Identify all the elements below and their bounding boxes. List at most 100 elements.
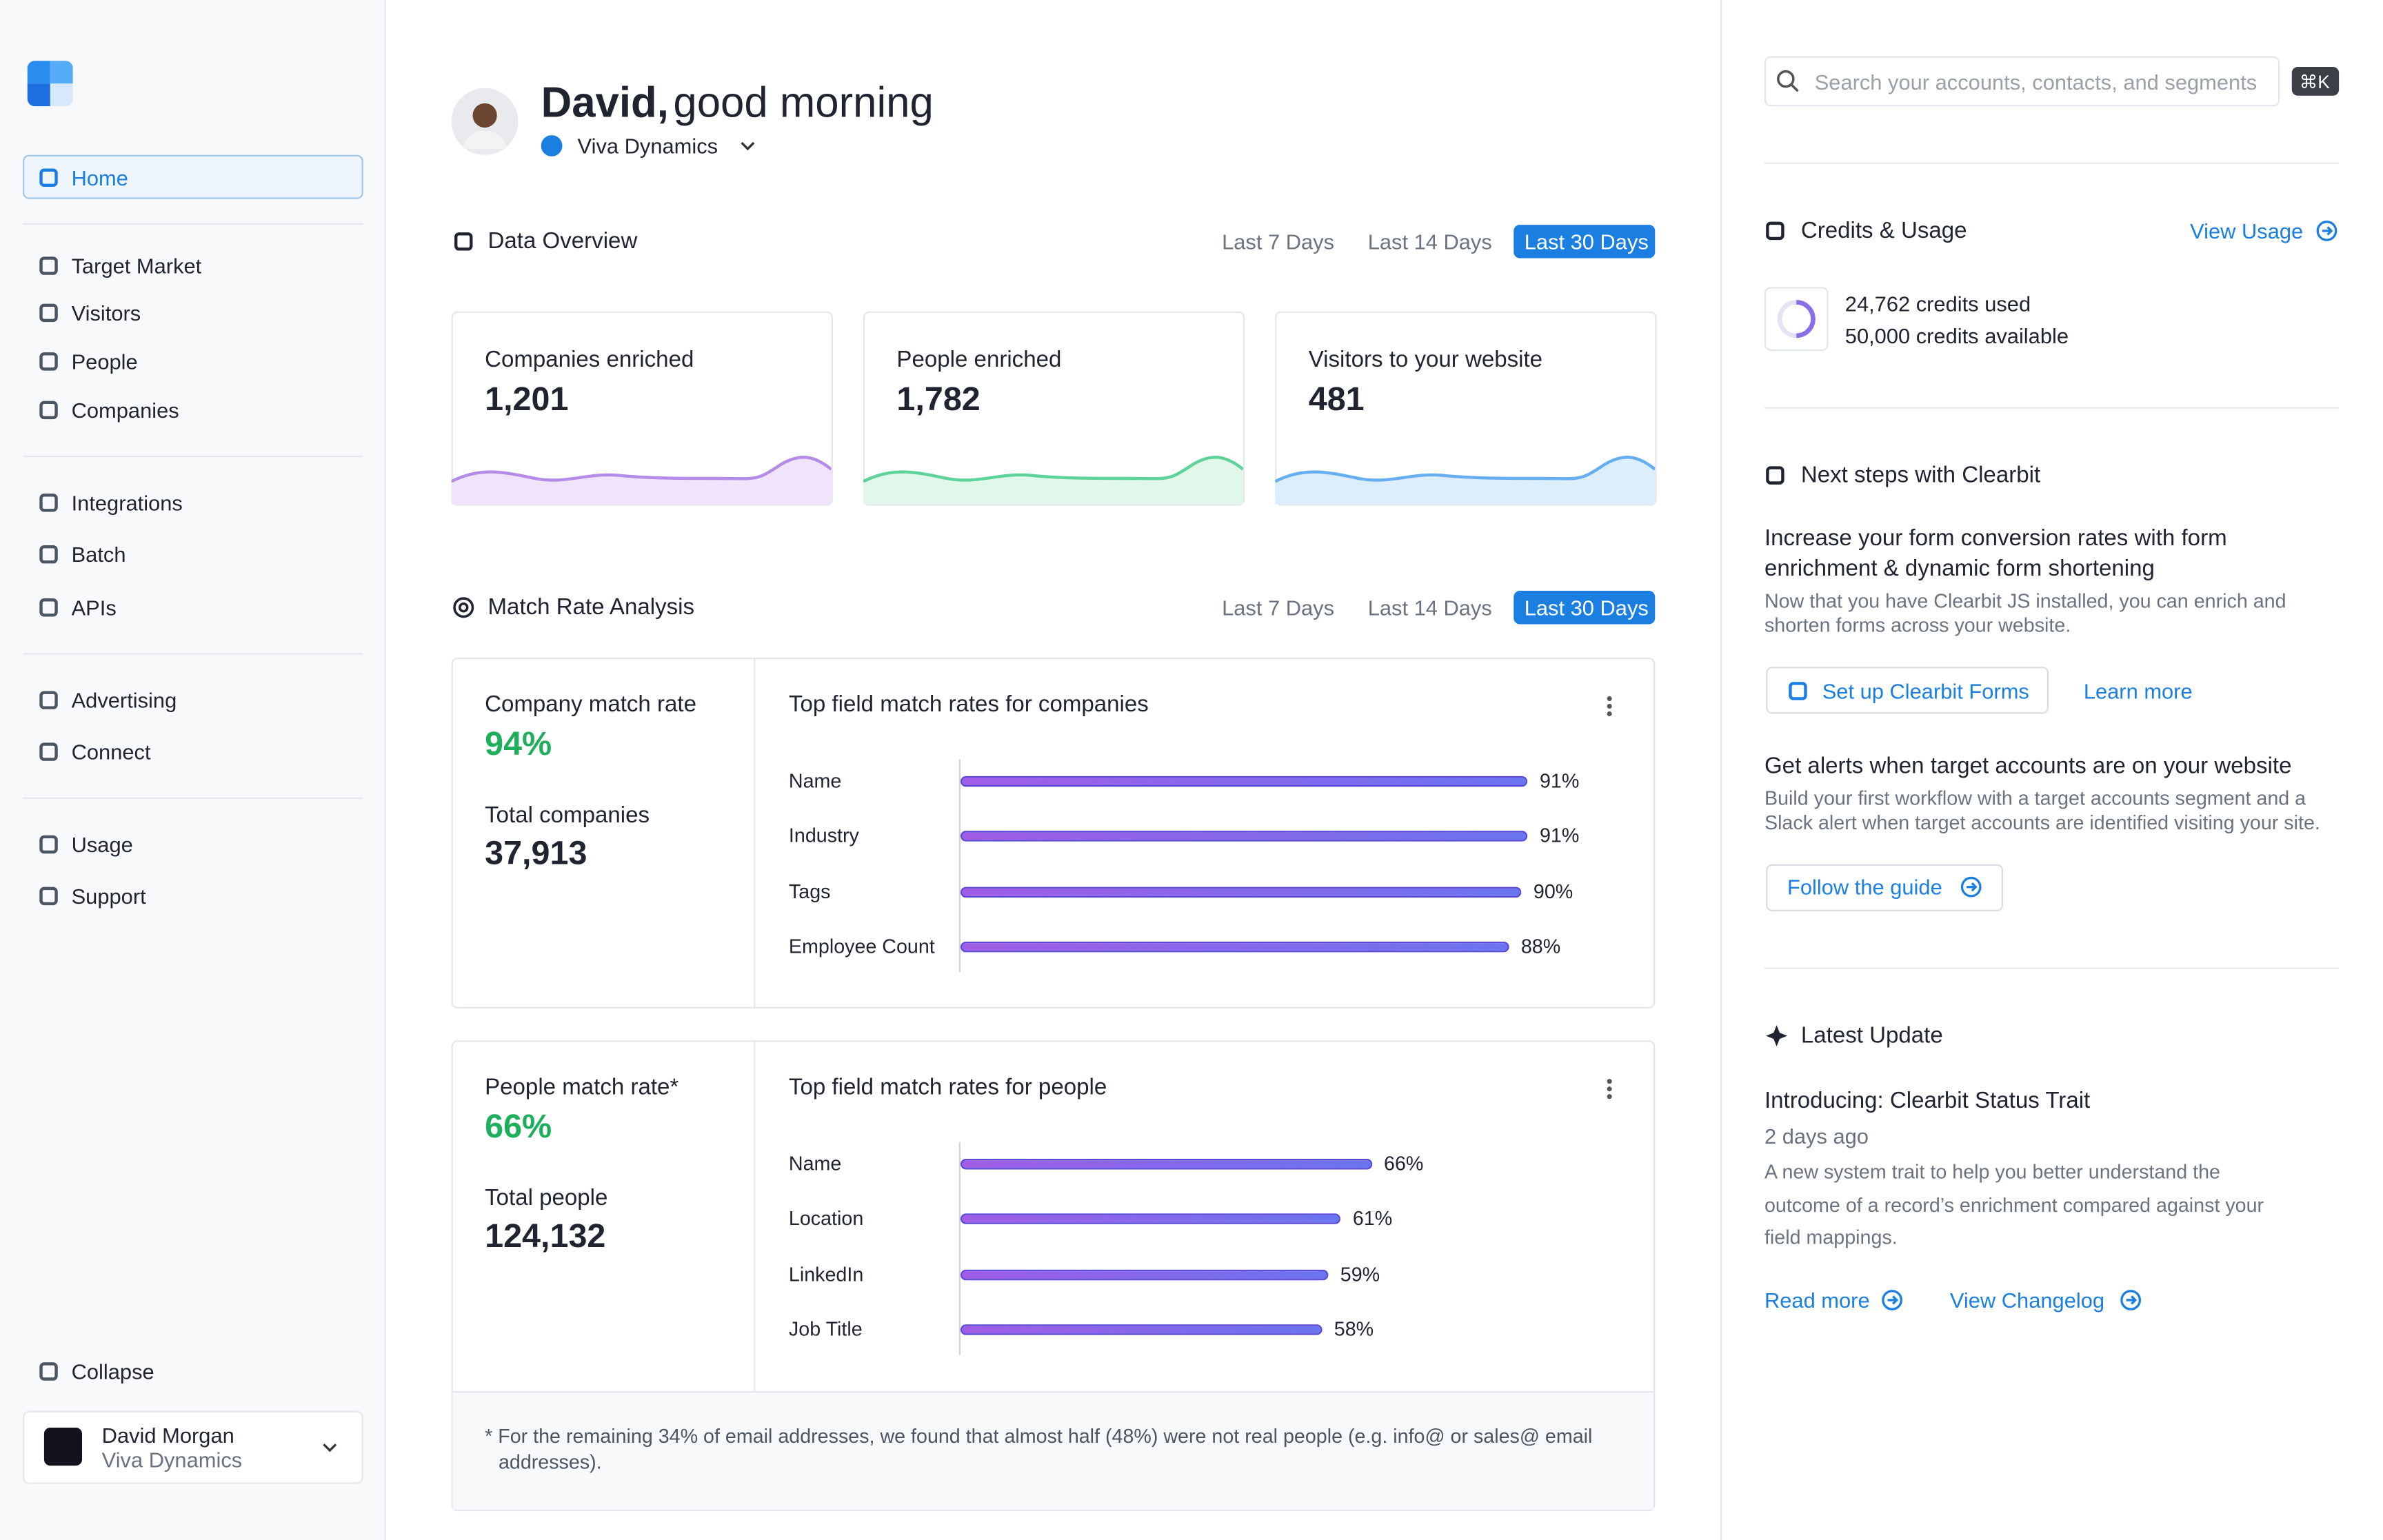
range-option[interactable]: Last 7 Days (1222, 229, 1335, 254)
range-option[interactable]: Last 14 Days (1367, 229, 1492, 254)
user-name: David Morgan (101, 1423, 234, 1448)
bar-value: 88% (1520, 934, 1561, 958)
icon (39, 303, 58, 323)
credits-ring (1777, 300, 1816, 338)
greeting: good morning (673, 79, 934, 126)
total-value: 37,913 (485, 833, 587, 872)
rate-value: 66% (485, 1107, 552, 1146)
step-body: Now that you have Clearbit JS installed,… (1764, 589, 2286, 637)
total-label: Total companies (485, 802, 650, 829)
bar (960, 1159, 1372, 1170)
stat-card (1275, 311, 1657, 506)
icon (39, 494, 58, 512)
bar (960, 1214, 1341, 1225)
bar-label: Job Title (788, 1317, 863, 1341)
avatar (451, 88, 519, 155)
panel (451, 657, 1656, 1009)
search-placeholder: Search your accounts, contacts, and segm… (1814, 70, 2258, 94)
chart-title: Top field match rates for companies (788, 691, 1149, 718)
nav-label[interactable]: Target Market (71, 253, 202, 278)
icon (39, 545, 58, 564)
nav-label[interactable]: Home (71, 165, 128, 190)
icon (39, 401, 58, 420)
axis-line (958, 759, 961, 973)
rate-label: Company match rate (485, 691, 696, 718)
logo (27, 61, 73, 107)
icon (1789, 682, 1807, 700)
view-usage[interactable]: View Usage (2190, 219, 2304, 243)
separator (23, 455, 363, 458)
nav-label[interactable]: Companies (71, 398, 179, 423)
bar (960, 1268, 1329, 1280)
bar-label: Industry (788, 824, 859, 847)
footnote: * For the remaining 34% of email address… (485, 1424, 1593, 1474)
org-name[interactable]: Viva Dynamics (577, 133, 718, 159)
stat-card (451, 311, 833, 506)
update-heading: Introducing: Clearbit Status Trait (1764, 1088, 2091, 1115)
button[interactable] (1766, 667, 2049, 714)
button-label[interactable]: Follow the guide (1787, 875, 1942, 900)
nav-item-active[interactable] (23, 154, 363, 199)
arrow-icon (2316, 221, 2337, 241)
icon (1766, 221, 1784, 241)
range-active[interactable] (1514, 225, 1656, 259)
right-panel (1720, 0, 2383, 1540)
stat-card (863, 311, 1245, 506)
nav-label[interactable]: Batch (71, 542, 126, 567)
nav-label[interactable]: Support (71, 884, 146, 909)
credits-icon-box (1764, 287, 1829, 351)
bar-label: Name (788, 769, 842, 792)
separator (23, 223, 363, 225)
link[interactable]: Learn more (2083, 678, 2193, 704)
range-option[interactable]: Last 14 Days (1367, 595, 1492, 620)
link[interactable]: Read more (1764, 1288, 1870, 1313)
range-option[interactable]: Last 7 Days (1222, 595, 1335, 620)
sparkline (451, 456, 832, 505)
section-title: Data Overview (487, 228, 638, 255)
menu-dots (1607, 1079, 1612, 1100)
bar-label: LinkedIn (788, 1262, 864, 1286)
sparkle-icon (1766, 1025, 1788, 1047)
link[interactable]: View Changelog (1949, 1288, 2105, 1313)
separator (23, 797, 363, 799)
nav-label[interactable]: Advertising (71, 688, 177, 713)
chart-title: Top field match rates for people (788, 1074, 1107, 1101)
credits-available: 50,000 credits available (1844, 323, 2069, 348)
section-title: Next steps with Clearbit (1800, 462, 2041, 489)
separator (1764, 967, 2340, 969)
collapse[interactable]: Collapse (71, 1359, 154, 1384)
button-label[interactable]: Set up Clearbit Forms (1822, 678, 2029, 704)
nav-label[interactable]: Visitors (71, 301, 141, 325)
icon (1766, 466, 1784, 485)
total-label: Total people (485, 1185, 608, 1212)
bar (960, 1324, 1323, 1335)
section-title: Match Rate Analysis (487, 594, 695, 621)
icon (39, 256, 58, 275)
nav-label[interactable]: People (71, 349, 138, 374)
range-option[interactable]: Last 30 Days (1524, 595, 1649, 620)
stat-value: 1,201 (485, 379, 569, 418)
bar-label: Tags (788, 879, 831, 902)
credits-used: 24,762 credits used (1844, 292, 2031, 316)
arrow-icon (2120, 1290, 2142, 1310)
nav-label[interactable]: APIs (71, 595, 117, 620)
icon (39, 352, 58, 371)
nav-label[interactable]: Usage (71, 832, 133, 857)
range-option[interactable]: Last 30 Days (1524, 229, 1649, 254)
sparkline (1275, 456, 1656, 505)
nav-label[interactable]: Integrations (71, 490, 183, 515)
button[interactable] (1766, 864, 2004, 911)
bar (960, 941, 1509, 953)
bar-value: 58% (1334, 1317, 1374, 1341)
chevron (741, 141, 755, 151)
range-active[interactable] (1514, 591, 1656, 625)
bar-value: 91% (1539, 824, 1580, 847)
icon (39, 742, 58, 761)
target-icon (453, 597, 474, 618)
axis-line (958, 1142, 961, 1355)
bar-value: 91% (1539, 769, 1580, 792)
search-box[interactable] (1764, 56, 2280, 107)
icon (39, 835, 58, 854)
nav-label[interactable]: Connect (71, 739, 151, 764)
